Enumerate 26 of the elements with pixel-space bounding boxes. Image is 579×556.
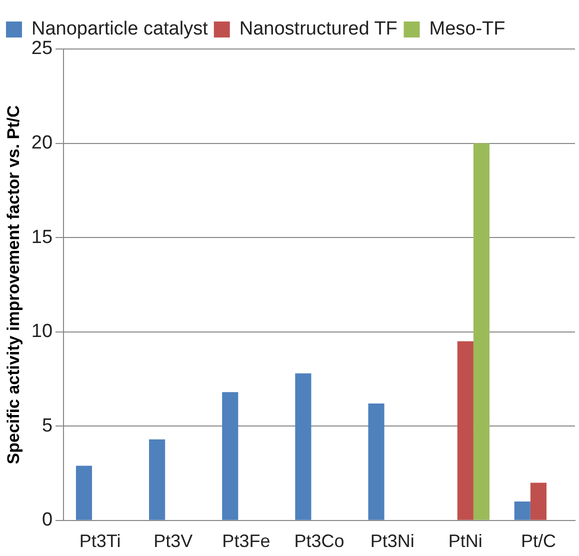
bar bbox=[457, 341, 474, 520]
bar bbox=[473, 143, 490, 520]
legend-label: Nanostructured TF bbox=[239, 18, 398, 40]
y-tick-label: 10 bbox=[31, 321, 53, 342]
bar bbox=[149, 439, 166, 520]
x-tick-label: Pt3Co bbox=[294, 531, 344, 552]
y-tick-label: 5 bbox=[42, 415, 53, 436]
bar bbox=[514, 502, 530, 520]
y-tick-label: 0 bbox=[42, 510, 53, 531]
legend-label: Meso-TF bbox=[429, 18, 506, 40]
bar bbox=[368, 403, 384, 520]
bar bbox=[76, 466, 92, 520]
legend-label: Nanoparticle catalyst bbox=[32, 18, 209, 40]
x-tick-label: Pt3Ni bbox=[370, 531, 414, 552]
x-tick-label: Pt3V bbox=[154, 531, 193, 552]
y-tick-label: 15 bbox=[31, 226, 53, 248]
y-tick-label: 25 bbox=[31, 38, 53, 60]
bar bbox=[222, 392, 238, 520]
x-tick-label: Pt/C bbox=[520, 531, 556, 552]
x-tick-label: Pt3Ti bbox=[79, 531, 121, 552]
y-axis-title: Specific activity improvement factor vs. Pt/C bbox=[4, 105, 23, 464]
bar bbox=[295, 373, 312, 520]
y-tick-label: 20 bbox=[31, 132, 53, 154]
x-tick-label: Pt3Fe bbox=[222, 531, 270, 552]
x-tick-label: PtNi bbox=[448, 531, 482, 552]
bar bbox=[530, 482, 547, 520]
